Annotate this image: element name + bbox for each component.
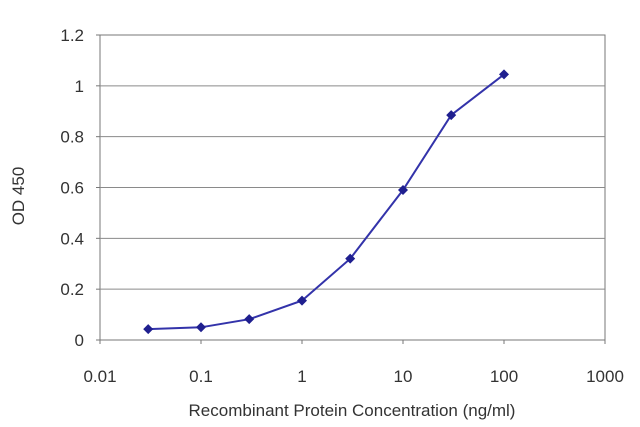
data-points [143,69,509,335]
data-point [345,253,356,264]
data-point [143,324,154,335]
y-axis-title: OD 450 [9,167,28,226]
data-point [398,185,408,196]
gridlines [96,34,606,344]
y-tick-label: 0.8 [60,128,84,147]
x-axis-title: Recombinant Protein Concentration (ng/ml… [189,401,516,420]
data-point [196,322,206,333]
y-tick-label: 0 [75,331,84,350]
y-tick-label: 0.2 [60,280,84,299]
x-tick-label: 0.1 [189,367,213,386]
x-tick-label: 0.01 [83,367,116,386]
series-line [148,73,505,331]
data-point [446,110,457,121]
y-tick-label: 1 [75,77,84,96]
data-point [499,69,509,80]
data-point [297,295,307,306]
y-tick-label: 0.6 [60,179,84,198]
x-tick-label: 1000 [586,367,624,386]
y-tick-label: 1.2 [60,26,84,45]
y-tick-label: 0.4 [60,229,84,248]
data-point [244,314,255,325]
x-tick-label: 100 [490,367,518,386]
tick-labels: 0 0.2 0.4 0.6 0.8 1 1.2 0.01 0.1 1 10 100 1000 [60,26,624,386]
x-tick-label: 10 [394,367,413,386]
x-tick-label: 1 [297,367,306,386]
